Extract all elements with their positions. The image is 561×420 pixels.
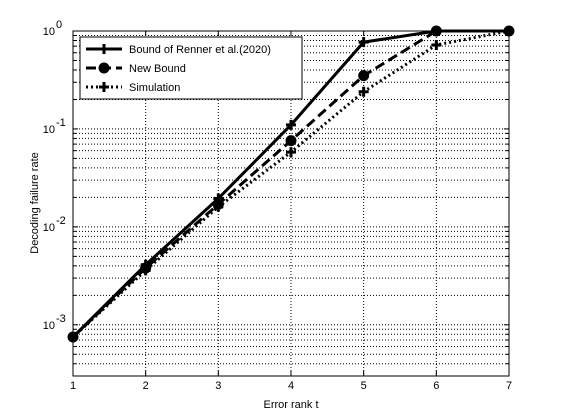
data-point <box>431 39 442 50</box>
axis-ticks <box>72 30 510 377</box>
legend: Bound of Renner et al.(2020) New Bound Sim… <box>79 36 303 100</box>
x-tick-label: 5 <box>361 380 367 392</box>
y-tick-label: 10 <box>43 320 55 332</box>
y-tick-label: 10 <box>43 222 55 234</box>
data-point <box>358 86 369 97</box>
legend-label: Simulation <box>129 82 180 94</box>
legend-marker <box>99 82 109 92</box>
x-tick-label: 2 <box>143 380 149 392</box>
x-tick-label: 6 <box>433 380 439 392</box>
y-tick-exponent: -3 <box>56 313 66 325</box>
y-tick-exponent: -1 <box>56 117 66 129</box>
x-tick-label: 3 <box>215 380 221 392</box>
data-point <box>286 147 296 158</box>
data-point <box>286 119 296 130</box>
data-point <box>358 37 369 48</box>
legend-label: New Bound <box>129 63 186 75</box>
x-tick-label: 7 <box>506 380 512 392</box>
legend-marker <box>98 62 110 74</box>
x-tick-label: 1 <box>70 380 76 392</box>
data-point <box>358 70 370 82</box>
y-tick-label: 10 <box>43 124 55 136</box>
y-axis-label: Decoding failure rate <box>29 152 41 254</box>
x-tick-label: 4 <box>288 380 294 392</box>
legend-label: Bound of Renner et al.(2020) <box>129 44 271 56</box>
data-point <box>285 135 297 147</box>
x-axis-label: Error rank t <box>263 399 318 411</box>
y-tick-label: 10 <box>43 26 55 38</box>
data-point <box>140 265 151 276</box>
y-tick-exponent: 0 <box>56 19 62 31</box>
legend-marker <box>99 44 109 54</box>
data-point <box>213 201 224 212</box>
y-tick-exponent: -2 <box>56 215 66 227</box>
